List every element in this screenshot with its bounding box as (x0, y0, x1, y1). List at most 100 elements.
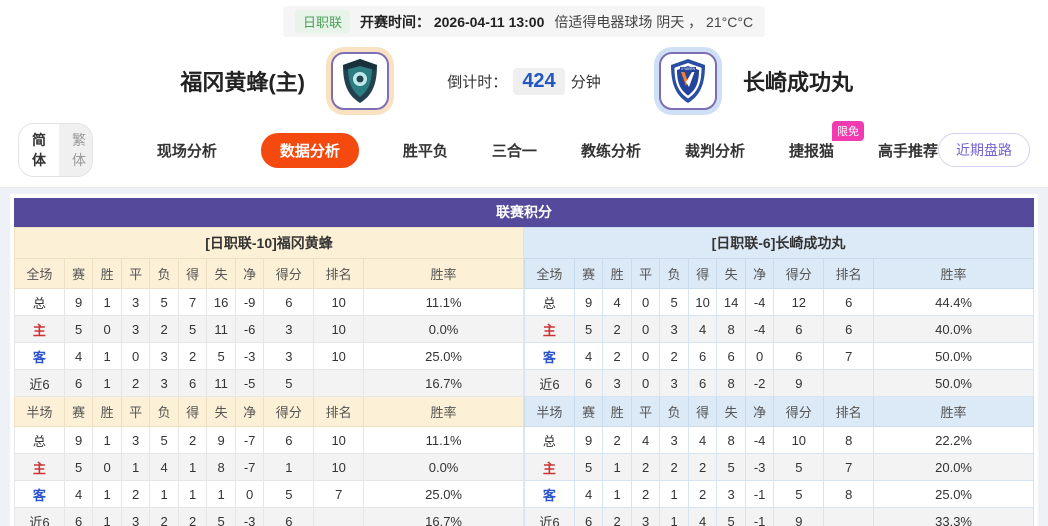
table-row: 近6 6 3 0 3 6 8 -2 9 50.0% (524, 369, 1034, 397)
table-cell: 11.1% (363, 288, 524, 316)
table-cell: 7 (823, 342, 875, 370)
column-header: 赛 (573, 258, 604, 289)
away-team-logo: V·VAREN (659, 52, 717, 110)
table-cell: 11.1% (363, 426, 524, 454)
table-cell: 1 (92, 480, 122, 508)
table-cell: 0.0% (363, 453, 524, 481)
column-header: 负 (659, 258, 689, 289)
content-area: 联赛积分 [日职联-10]福冈黄蜂 全场赛胜平负得失净得分 排名 胜率总 9 1 3 5 7 1… (0, 188, 1048, 526)
table-cell: -4 (744, 288, 775, 316)
home-team-name: 福冈黄蜂(主) (180, 70, 305, 95)
table-cell: 5 (773, 453, 825, 481)
venue-weather: 倍适得电器球场 阴天 ， 21°C°C (554, 13, 754, 30)
table-cell: 6 (773, 342, 825, 370)
column-header: 排名 (823, 258, 875, 289)
column-header: 平 (120, 258, 151, 289)
table-row: 近6 6 2 3 1 4 5 -1 9 33.3% (524, 507, 1034, 526)
table-cell: 5 (206, 507, 236, 526)
table-cell: 10 (313, 453, 365, 481)
page-header: 日职联 开赛时间： 2026-04-11 13:00 倍适得电器球场 阴天 ， … (0, 0, 1048, 188)
away-standings-header: [日职联-6]长崎成功丸 (524, 227, 1034, 258)
table-cell: 1 (177, 453, 208, 481)
column-header: 得分 (263, 258, 315, 289)
column-header: 胜率 (363, 396, 524, 427)
table-cell: 5 (573, 315, 604, 343)
table-cell: 2 (177, 426, 208, 454)
table-cell: 2 (149, 315, 179, 343)
row-label: 近6 (524, 369, 575, 397)
table-cell: 12 (773, 288, 825, 316)
table-cell: 0 (630, 315, 661, 343)
table-cell: 0 (630, 342, 661, 370)
table-cell: 6 (263, 507, 315, 526)
tab-referee-analysis[interactable]: 裁判分析 (684, 142, 745, 160)
table-cell: 9 (773, 507, 825, 526)
recent-odds-button[interactable]: 近期盘路 (938, 133, 1030, 167)
table-cell: 3 (149, 342, 179, 370)
table-cell: 3 (263, 315, 315, 343)
column-header: 得分 (773, 396, 825, 427)
table-cell: 3 (602, 369, 632, 397)
row-label: 主 (524, 315, 575, 343)
row-label: 主 (14, 453, 65, 481)
table-cell: 2 (149, 507, 179, 526)
table-cell: 8 (823, 480, 875, 508)
column-header: 胜率 (873, 396, 1034, 427)
tab-jiebao-cat[interactable]: 捷报猫 限免 (789, 120, 864, 168)
table-cell: 6 (177, 369, 208, 397)
column-header: 负 (149, 396, 179, 427)
tab-coach-analysis[interactable]: 教练分析 (580, 142, 641, 160)
row-label: 近6 (14, 369, 65, 397)
lang-traditional[interactable]: 繁体 (59, 124, 92, 176)
table-cell: 50.0% (873, 342, 1034, 370)
table-cell: -7 (234, 453, 265, 481)
column-header: 净 (744, 396, 775, 427)
lang-simplified[interactable]: 简体 (19, 124, 59, 176)
language-toggle: 简体 繁体 (18, 123, 93, 177)
column-header: 负 (149, 258, 179, 289)
table-cell: -7 (234, 426, 265, 454)
tab-three-in-one[interactable]: 三合一 (491, 142, 537, 160)
league-badge: 日职联 (294, 10, 350, 33)
tab-win-draw-lose[interactable]: 胜平负 (402, 142, 448, 160)
table-cell: 6 (716, 342, 746, 370)
column-header: 平 (630, 396, 661, 427)
table-cell: -4 (744, 315, 775, 343)
row-label: 主 (524, 453, 575, 481)
table-cell: 5 (263, 480, 315, 508)
table-cell: 6 (263, 288, 315, 316)
table-cell: 5 (63, 453, 94, 481)
column-header: 排名 (313, 258, 365, 289)
table-cell: 0 (92, 315, 122, 343)
table-cell: 9 (773, 369, 825, 397)
table-cell: 0 (630, 369, 661, 397)
table-row: 总 9 4 0 5 10 14 -4 12 6 44.4% (524, 288, 1034, 316)
table-row: 总 9 2 4 3 4 8 -4 10 8 22.2% (524, 426, 1034, 454)
table-cell: 6 (573, 369, 604, 397)
table-cell: 6 (687, 342, 718, 370)
table-cell: 6 (687, 369, 718, 397)
table-cell: 5 (149, 288, 179, 316)
limited-free-badge: 限免 (831, 120, 864, 141)
table-cell: 6 (63, 369, 94, 397)
table-cell: 1 (92, 288, 122, 316)
match-info-pill: 日职联 开赛时间： 2026-04-11 13:00 倍适得电器球场 阴天 ， … (282, 6, 766, 37)
tab-live-analysis[interactable]: 现场分析 (156, 142, 217, 160)
tab-expert-picks[interactable]: 高手推荐 (877, 142, 938, 160)
column-header: 胜率 (363, 258, 524, 289)
table-cell: 8 (823, 426, 875, 454)
table-cell: 4 (63, 342, 94, 370)
column-header: 得 (177, 258, 208, 289)
column-header: 平 (120, 396, 151, 427)
table-cell: 2 (659, 453, 689, 481)
tab-data-analysis[interactable]: 数据分析 (260, 132, 359, 168)
table-cell: 16.7% (363, 507, 524, 526)
table-cell: 16 (206, 288, 236, 316)
match-info-bar: 日职联 开赛时间： 2026-04-11 13:00 倍适得电器球场 阴天 ， … (0, 0, 1048, 37)
row-label: 总 (524, 426, 575, 454)
table-row: 近6 6 1 3 2 2 5 -3 6 16.7% (14, 507, 524, 526)
table-cell: 3 (659, 426, 689, 454)
table-cell: 0 (120, 342, 151, 370)
table-row: 客 4 2 0 2 6 6 0 6 7 50.0% (524, 342, 1034, 370)
table-cell: 1 (659, 507, 689, 526)
